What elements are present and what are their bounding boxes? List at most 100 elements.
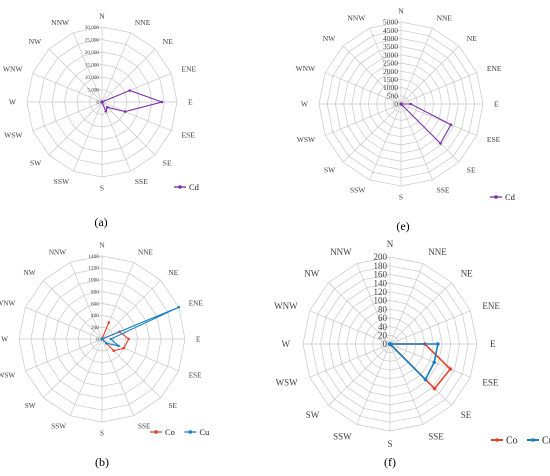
direction-label-nnw: NNW bbox=[49, 249, 66, 257]
direction-label-wnw: WNW bbox=[296, 64, 316, 73]
grid-spoke bbox=[325, 72, 402, 105]
tick-label: 5,000 bbox=[87, 87, 99, 93]
data-point-co-ese bbox=[122, 346, 126, 350]
direction-label-w: W bbox=[1, 336, 8, 344]
direction-label-nne: NNE bbox=[135, 18, 151, 27]
tick-label: 200 bbox=[374, 252, 388, 262]
grid-spoke bbox=[69, 338, 103, 416]
grid-spoke bbox=[369, 28, 402, 105]
grid-spoke bbox=[43, 280, 103, 340]
tick-label: 800 bbox=[91, 290, 99, 296]
grid-spoke bbox=[101, 101, 172, 132]
data-point-co-se bbox=[112, 349, 115, 353]
direction-label-ene: ENE bbox=[487, 64, 502, 73]
direction-label-nw: NW bbox=[304, 268, 319, 278]
grid-spoke bbox=[400, 72, 477, 105]
direction-label-se: SE bbox=[163, 158, 172, 167]
grid-spoke bbox=[400, 28, 433, 105]
grid-spoke bbox=[101, 101, 132, 172]
data-point-cu-nnw bbox=[100, 337, 104, 341]
legend-marker-cu bbox=[188, 430, 193, 434]
direction-label-ene: ENE bbox=[482, 301, 500, 311]
data-point-cd-e bbox=[409, 102, 413, 106]
legend-marker-cd bbox=[494, 195, 498, 199]
grid-spoke bbox=[101, 101, 156, 156]
direction-label-w: W bbox=[301, 100, 309, 109]
legend-label-cd: Cd bbox=[189, 182, 200, 192]
direction-label-ssw: SSW bbox=[51, 422, 66, 430]
data-point-cu-ese bbox=[432, 360, 437, 365]
grid-spoke bbox=[356, 263, 391, 345]
panel-label: (e) bbox=[396, 219, 409, 233]
tick-label: 4500 bbox=[383, 26, 398, 35]
tick-label: 600 bbox=[91, 301, 99, 307]
direction-label-ssw: SSW bbox=[350, 186, 366, 195]
direction-label-nnw: NNW bbox=[347, 14, 366, 23]
grid-spoke bbox=[32, 101, 103, 132]
tick-label: 1000 bbox=[383, 83, 398, 92]
radar-chart-2: N NNE NE ENE E ESE SE SSE S SSW SW WSW W WNW NW NNW 0 200… bbox=[0, 242, 210, 470]
tick-label: 1500 bbox=[383, 75, 398, 84]
direction-label-se: SE bbox=[169, 402, 178, 410]
legend-marker-co bbox=[495, 438, 499, 442]
direction-label-wnw: WNW bbox=[0, 300, 15, 308]
data-point-cd-ene bbox=[128, 89, 131, 92]
direction-label-wsw: WSW bbox=[0, 372, 15, 380]
direction-label-w: W bbox=[282, 339, 291, 349]
tick-label: 200 bbox=[91, 325, 99, 331]
data-point-co-e bbox=[127, 337, 130, 341]
direction-label-sw: SW bbox=[324, 165, 336, 174]
direction-label-e: E bbox=[490, 339, 496, 349]
tick-label: 25,000 bbox=[85, 37, 100, 43]
direction-label-wnw: WNW bbox=[3, 65, 23, 74]
radar-chart-3: N NNE NE ENE E ESE SE SSE S SSW SW WSW W WNW NW NNW 0204… bbox=[274, 239, 550, 469]
tick-label: 80 bbox=[378, 304, 388, 314]
direction-label-nw: NW bbox=[29, 37, 42, 46]
legend-label-cu: Cu bbox=[542, 436, 550, 447]
legend-marker-cu bbox=[531, 438, 535, 442]
radar-chart-0: N NNE NE ENE E ESE SE SSE S SSW SW WSW W WNW NW NNW 0 5,0… bbox=[3, 12, 200, 229]
grid-spoke bbox=[72, 32, 103, 103]
direction-label-ene: ENE bbox=[182, 65, 197, 74]
tick-label: 5000 bbox=[383, 18, 398, 27]
tick-label: 15,000 bbox=[85, 62, 100, 68]
tick-label: 0 bbox=[96, 100, 99, 106]
data-point-cd-se bbox=[106, 106, 109, 109]
data-point-co-se bbox=[432, 386, 437, 391]
direction-label-sse: SSE bbox=[437, 186, 450, 195]
tick-label: 3500 bbox=[383, 42, 398, 51]
tick-label: 1400 bbox=[88, 254, 99, 260]
direction-label-sw: SW bbox=[30, 158, 42, 167]
legend-label-cd: Cd bbox=[505, 192, 516, 202]
tick-label: 40 bbox=[378, 322, 388, 332]
direction-label-n: N bbox=[398, 7, 404, 16]
direction-label-nnw: NNW bbox=[51, 18, 70, 27]
direction-label-wsw: WSW bbox=[4, 131, 23, 140]
data-point-co-nne bbox=[107, 321, 111, 324]
grid-spoke bbox=[389, 310, 471, 345]
data-point-co-ese bbox=[448, 367, 453, 371]
tick-label: 1200 bbox=[88, 266, 99, 272]
direction-label-e: E bbox=[196, 336, 201, 344]
tick-label: 100 bbox=[374, 296, 388, 306]
direction-label-se: SE bbox=[461, 410, 472, 420]
tick-label: 0 bbox=[96, 337, 99, 343]
grid-spoke bbox=[48, 48, 103, 103]
data-point-cu-e bbox=[109, 337, 113, 341]
tick-label: 4000 bbox=[383, 34, 398, 43]
grid-spoke bbox=[400, 103, 477, 136]
data-point-cd-sse bbox=[104, 109, 108, 113]
direction-label-ne: NE bbox=[163, 37, 173, 46]
data-point-cd-ese bbox=[123, 110, 127, 113]
direction-label-ne: NE bbox=[169, 269, 179, 277]
tick-label: 1000 bbox=[88, 278, 99, 284]
grid-spoke bbox=[48, 101, 103, 156]
data-point-cu-ene bbox=[177, 305, 180, 309]
direction-label-s: S bbox=[100, 184, 104, 193]
direction-label-ese: ESE bbox=[482, 377, 499, 387]
direction-label-ssw: SSW bbox=[54, 177, 70, 186]
tick-label: 20 bbox=[378, 330, 388, 340]
direction-label-e: E bbox=[188, 98, 193, 107]
